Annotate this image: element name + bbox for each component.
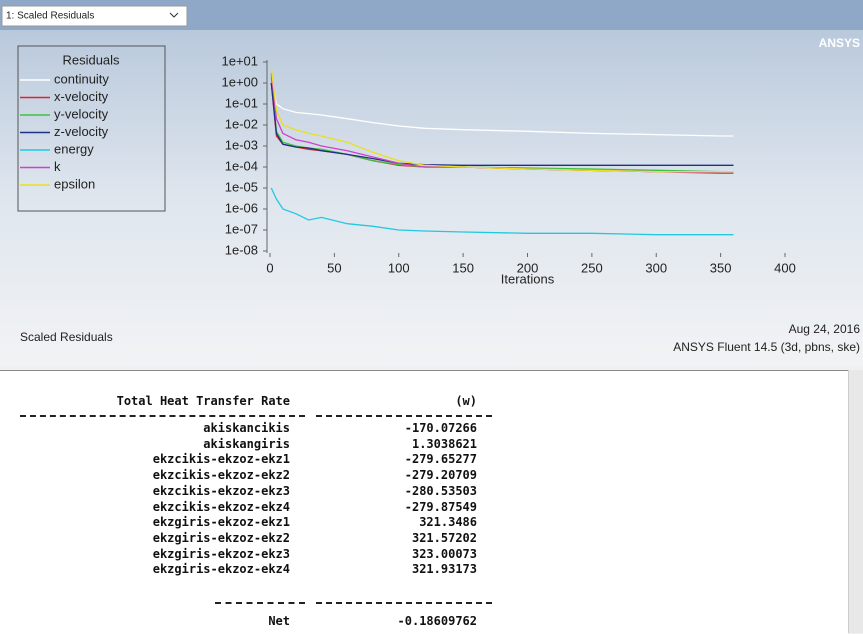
- x-axis-label: Iterations: [501, 271, 555, 286]
- console-value: 321.3486: [419, 515, 477, 530]
- divider: [215, 602, 305, 604]
- x-tick-label: 400: [774, 260, 796, 275]
- legend-title: Residuals: [62, 52, 120, 67]
- console-value: -279.20709: [404, 468, 477, 483]
- dropdown-arrow: [169, 12, 179, 18]
- footer-title: Scaled Residuals: [20, 330, 113, 344]
- console-value: -279.65277: [404, 452, 477, 467]
- y-tick-label: 1e-05: [225, 179, 258, 194]
- console-name: akiskancikis: [203, 421, 290, 435]
- x-tick-label: 350: [710, 260, 732, 275]
- x-tick-label: 250: [581, 260, 603, 275]
- x-tick-label: 0: [266, 260, 273, 275]
- console-value: -280.53503: [404, 483, 477, 498]
- console-name: ekzgiris-ekzoz-ekz3: [152, 546, 290, 561]
- y-tick-label: 1e-04: [225, 158, 258, 173]
- y-tick-label: 1e-01: [225, 95, 258, 110]
- y-tick-label: 1e+00: [221, 74, 258, 89]
- footer-version: ANSYS Fluent 14.5 (3d, pbns, ske): [673, 340, 860, 354]
- console-name: akiskangiris: [203, 436, 290, 451]
- legend-label: x-velocity: [54, 89, 109, 104]
- console-value: 1.3038621: [411, 436, 477, 451]
- y-tick-label: 1e-07: [225, 221, 258, 236]
- divider: [316, 415, 492, 417]
- y-tick-label: 1e-06: [225, 200, 258, 215]
- legend-label: z-velocity: [54, 124, 109, 139]
- logo: ANSYS: [819, 36, 860, 50]
- console-name: ekzgiris-ekzoz-ekz4: [152, 562, 290, 577]
- residual-line: [270, 76, 734, 137]
- legend-label: energy: [54, 141, 94, 156]
- dropdown[interactable]: [1, 5, 188, 27]
- divider: [316, 602, 492, 604]
- residual-line: [270, 187, 734, 236]
- graphics-window: 1: Scaled Residuals ANSYS Residuals Scal…: [0, 0, 863, 366]
- console-name: ekzcikis-ekzoz-ekz3: [152, 483, 290, 498]
- divider: [20, 415, 305, 417]
- x-tick-label: 200: [517, 260, 539, 275]
- console-name: ekzcikis-ekzoz-ekz1: [152, 452, 290, 467]
- console-name: ekzcikis-ekzoz-ekz2: [152, 468, 290, 483]
- y-tick-label: 1e-08: [225, 242, 258, 257]
- console-value: -279.87549: [404, 499, 477, 514]
- legend-label: y-velocity: [54, 106, 109, 121]
- y-tick-label: 1e+01: [221, 53, 258, 68]
- residual-line: [270, 68, 734, 173]
- footer-date: Aug 24, 2016: [789, 322, 861, 336]
- console-name: ekzgiris-ekzoz-ekz1: [152, 515, 290, 530]
- console-value: 323.00073: [411, 546, 477, 561]
- y-tick-label: 1e-02: [225, 116, 258, 131]
- x-tick-label: 150: [452, 260, 474, 275]
- y-tick-label: 1e-03: [225, 137, 258, 152]
- console-name: Net: [268, 614, 290, 628]
- console-value: -170.07266: [404, 421, 477, 435]
- console-name: ekzcikis-ekzoz-ekz4: [152, 499, 290, 514]
- x-tick-label: 100: [388, 260, 410, 275]
- dropdown-label: 1: Scaled Residuals: [6, 11, 94, 22]
- x-tick-label: 50: [327, 260, 341, 275]
- console-name: ekzgiris-ekzoz-ekz2: [152, 530, 290, 545]
- legend-label: k: [54, 159, 61, 174]
- x-tick-label: 300: [645, 260, 667, 275]
- legend-label: continuity: [54, 71, 109, 86]
- console-name: Total Heat Transfer Rate: [116, 394, 290, 408]
- plot-background: [0, 30, 863, 366]
- console: Total Heat Transfer Rate (w) akiskancikis -…: [0, 370, 848, 634]
- console-value: 321.93173: [411, 562, 477, 577]
- legend-box: [17, 45, 166, 212]
- legend-label: epsilon: [54, 176, 95, 191]
- scrollbar[interactable]: [848, 370, 863, 633]
- residual-line: [270, 76, 734, 173]
- console-value: (w): [455, 394, 477, 408]
- residual-line: [270, 82, 734, 166]
- console-value: -0.18609762: [397, 614, 477, 628]
- console-value: 321.57202: [411, 530, 477, 545]
